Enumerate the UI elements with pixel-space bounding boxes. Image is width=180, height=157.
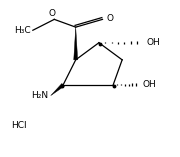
Text: HCl: HCl (11, 121, 27, 130)
Text: H₃C: H₃C (14, 26, 31, 35)
Text: H₂N: H₂N (31, 91, 48, 100)
Text: O: O (49, 9, 56, 18)
Text: O: O (107, 14, 114, 23)
Text: OH: OH (143, 80, 156, 89)
Text: OH: OH (146, 38, 160, 47)
Polygon shape (74, 27, 78, 60)
Polygon shape (51, 84, 65, 96)
